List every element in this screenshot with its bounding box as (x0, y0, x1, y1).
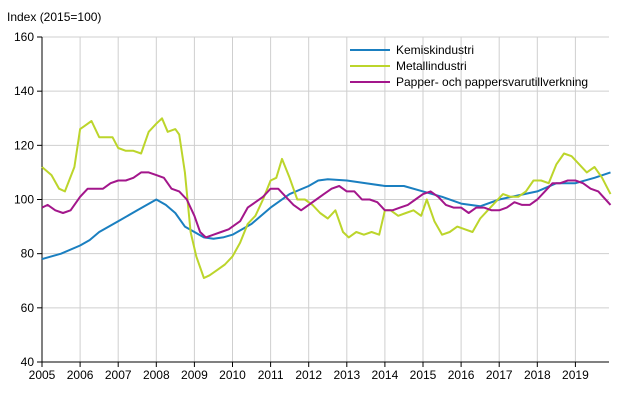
series-line-0 (41, 171, 611, 261)
legend-swatch-magenta (350, 81, 390, 83)
legend-swatch-blue (350, 49, 390, 51)
legend-item-kemiskindustri: Kemiskindustri (350, 42, 588, 58)
series-line-2 (41, 171, 612, 239)
axes: 40 60 80 100 120 140 160 2005 2006 2007 2008 2009 20… (14, 30, 609, 382)
x-tick-label: 2009 (181, 368, 208, 382)
x-tick-label: 2018 (524, 368, 551, 382)
x-tick-label: 2013 (333, 368, 360, 382)
x-tick-label: 2016 (448, 368, 475, 382)
legend-item-papper: Papper- och pappersvarutillverkning (350, 74, 588, 90)
x-tick-label: 2010 (219, 368, 246, 382)
y-tick-label: 40 (21, 355, 35, 369)
legend-label: Metallindustri (396, 59, 467, 73)
y-tick-label: 120 (14, 138, 34, 152)
y-tick-label: 60 (21, 301, 35, 315)
legend-label: Kemiskindustri (396, 43, 475, 57)
x-tick-label: 2011 (258, 368, 284, 382)
y-axis-title: Index (2015=100) (7, 10, 102, 24)
legend-label: Papper- och pappersvarutillverkning (396, 75, 589, 89)
y-tick-label: 140 (14, 84, 34, 98)
legend: Kemiskindustri Metallindustri Papper- oc… (350, 42, 588, 90)
x-tick-label: 2012 (295, 368, 322, 382)
y-tick-label: 80 (21, 247, 35, 261)
legend-swatch-lime (350, 65, 390, 67)
x-tick-label: 2019 (562, 368, 589, 382)
series-lines (41, 117, 612, 279)
y-tick-label: 160 (14, 30, 34, 44)
x-tick-label: 2017 (486, 368, 513, 382)
x-tick-label: 2005 (29, 368, 56, 382)
legend-item-metallindustri: Metallindustri (350, 58, 588, 74)
x-tick-label: 2015 (410, 368, 437, 382)
series-line-1 (41, 117, 612, 279)
x-tick-label: 2014 (372, 368, 399, 382)
x-tick-label: 2006 (67, 368, 94, 382)
y-tick-label: 100 (14, 193, 34, 207)
x-tick-label: 2008 (143, 368, 170, 382)
x-tick-label: 2007 (105, 368, 132, 382)
